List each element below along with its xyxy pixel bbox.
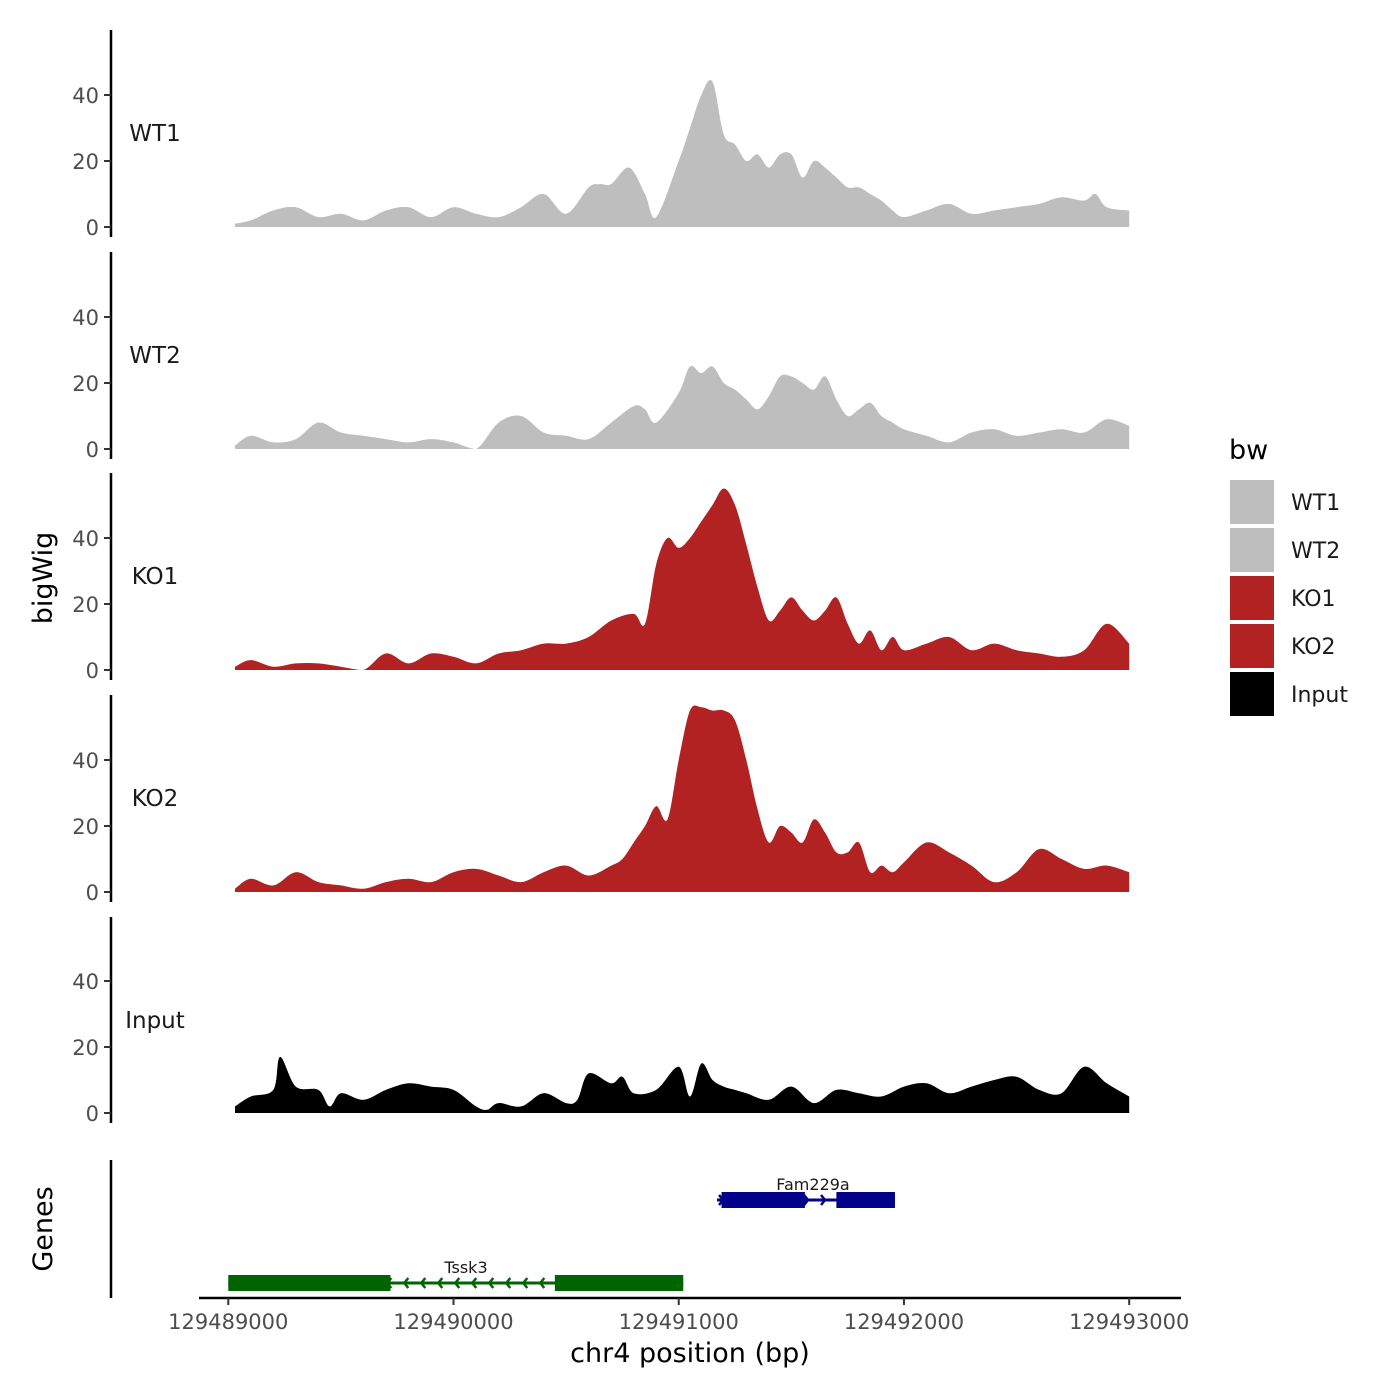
genes-axis-title: Genes: [28, 1186, 59, 1271]
x-tick-label: 129489000: [168, 1310, 288, 1334]
y-tick-label: 0: [86, 881, 99, 905]
y-tick-label: 0: [86, 1102, 99, 1126]
coverage-area-wt1: [235, 79, 1130, 227]
track-ko1: KO1: [132, 488, 1130, 670]
coverage-area-input: [235, 1056, 1130, 1113]
strand-arrow: [470, 1277, 478, 1289]
strand-arrow: [487, 1277, 495, 1289]
track-label: WT2: [129, 343, 180, 369]
y-tick-label: 40: [72, 749, 99, 773]
strand-arrow: [453, 1277, 461, 1289]
gene-tssk3: Tssk3: [228, 1258, 684, 1291]
x-tick-label: 129491000: [619, 1310, 739, 1334]
axes: 0 20 40 0 20 40 0 20 40 0 20 40 0 20 40 bigWig Genes 1294…: [28, 30, 1189, 1369]
gene-exon: [836, 1192, 895, 1208]
strand-arrow: [538, 1277, 546, 1289]
strand-arrow: [402, 1277, 410, 1289]
track-label: WT1: [129, 121, 180, 147]
y-tick-label: 40: [72, 306, 99, 330]
y-tick-label: 0: [86, 216, 99, 240]
track-input: Input: [125, 1008, 1130, 1113]
legend-label: KO2: [1291, 635, 1336, 660]
y-tick-label: 20: [72, 815, 99, 839]
track-ko2: KO2: [132, 705, 1130, 892]
legend-title: bw: [1229, 435, 1268, 466]
gene-exon: [554, 1275, 684, 1291]
track-label: KO1: [132, 564, 179, 590]
legend-key-wt1: [1230, 480, 1274, 524]
legend: bw WT1 WT2 KO1 KO2 Input: [1229, 435, 1348, 716]
gene-exon: [228, 1275, 391, 1291]
strand-arrow: [419, 1277, 427, 1289]
x-tick-label: 129490000: [393, 1310, 513, 1334]
y-tick-label: 20: [72, 1036, 99, 1060]
coverage-tracks: WT1 WT2 KO1 KO2 Input: [125, 79, 1130, 1113]
y-tick-label: 20: [72, 372, 99, 396]
gene-name-label: Fam229a: [776, 1175, 849, 1194]
y-tick-label: 40: [72, 527, 99, 551]
coverage-area-ko1: [235, 488, 1130, 670]
x-tick-label: 129492000: [844, 1310, 964, 1334]
track-wt2: WT2: [129, 343, 1130, 449]
y-tick-label: 20: [72, 150, 99, 174]
track-wt1: WT1: [129, 79, 1130, 227]
y-tick-label: 40: [72, 970, 99, 994]
legend-key-ko2: [1230, 624, 1274, 668]
legend-label: KO1: [1291, 587, 1336, 612]
y-tick-label: 20: [72, 593, 99, 617]
strand-arrow: [803, 1194, 810, 1206]
y-tick-label: 0: [86, 659, 99, 683]
y-tick-label: 40: [72, 84, 99, 108]
track-label: KO2: [132, 786, 179, 812]
strand-arrow: [504, 1277, 512, 1289]
x-axis-title: chr4 position (bp): [570, 1338, 810, 1369]
legend-label: WT2: [1291, 539, 1340, 564]
track-label: Input: [125, 1008, 185, 1034]
legend-key-input: [1230, 672, 1274, 716]
legend-key-wt2: [1230, 528, 1274, 572]
legend-key-ko1: [1230, 576, 1274, 620]
strand-arrow: [436, 1277, 444, 1289]
y-tick-label: 0: [86, 438, 99, 462]
strand-arrow: [820, 1194, 827, 1206]
gene-exon: [721, 1192, 805, 1208]
gene-track: Tssk3 Fam229a: [228, 1175, 895, 1291]
x-tick-label: 129493000: [1069, 1310, 1189, 1334]
coverage-area-wt2: [235, 365, 1130, 449]
legend-label: Input: [1291, 683, 1348, 708]
strand-arrow: [521, 1277, 529, 1289]
gene-name-label: Tssk3: [443, 1258, 487, 1277]
gene-fam229a: Fam229a: [717, 1175, 895, 1208]
coverage-area-ko2: [235, 705, 1130, 892]
legend-label: WT1: [1291, 491, 1340, 516]
y-axis-title: bigWig: [28, 532, 59, 625]
